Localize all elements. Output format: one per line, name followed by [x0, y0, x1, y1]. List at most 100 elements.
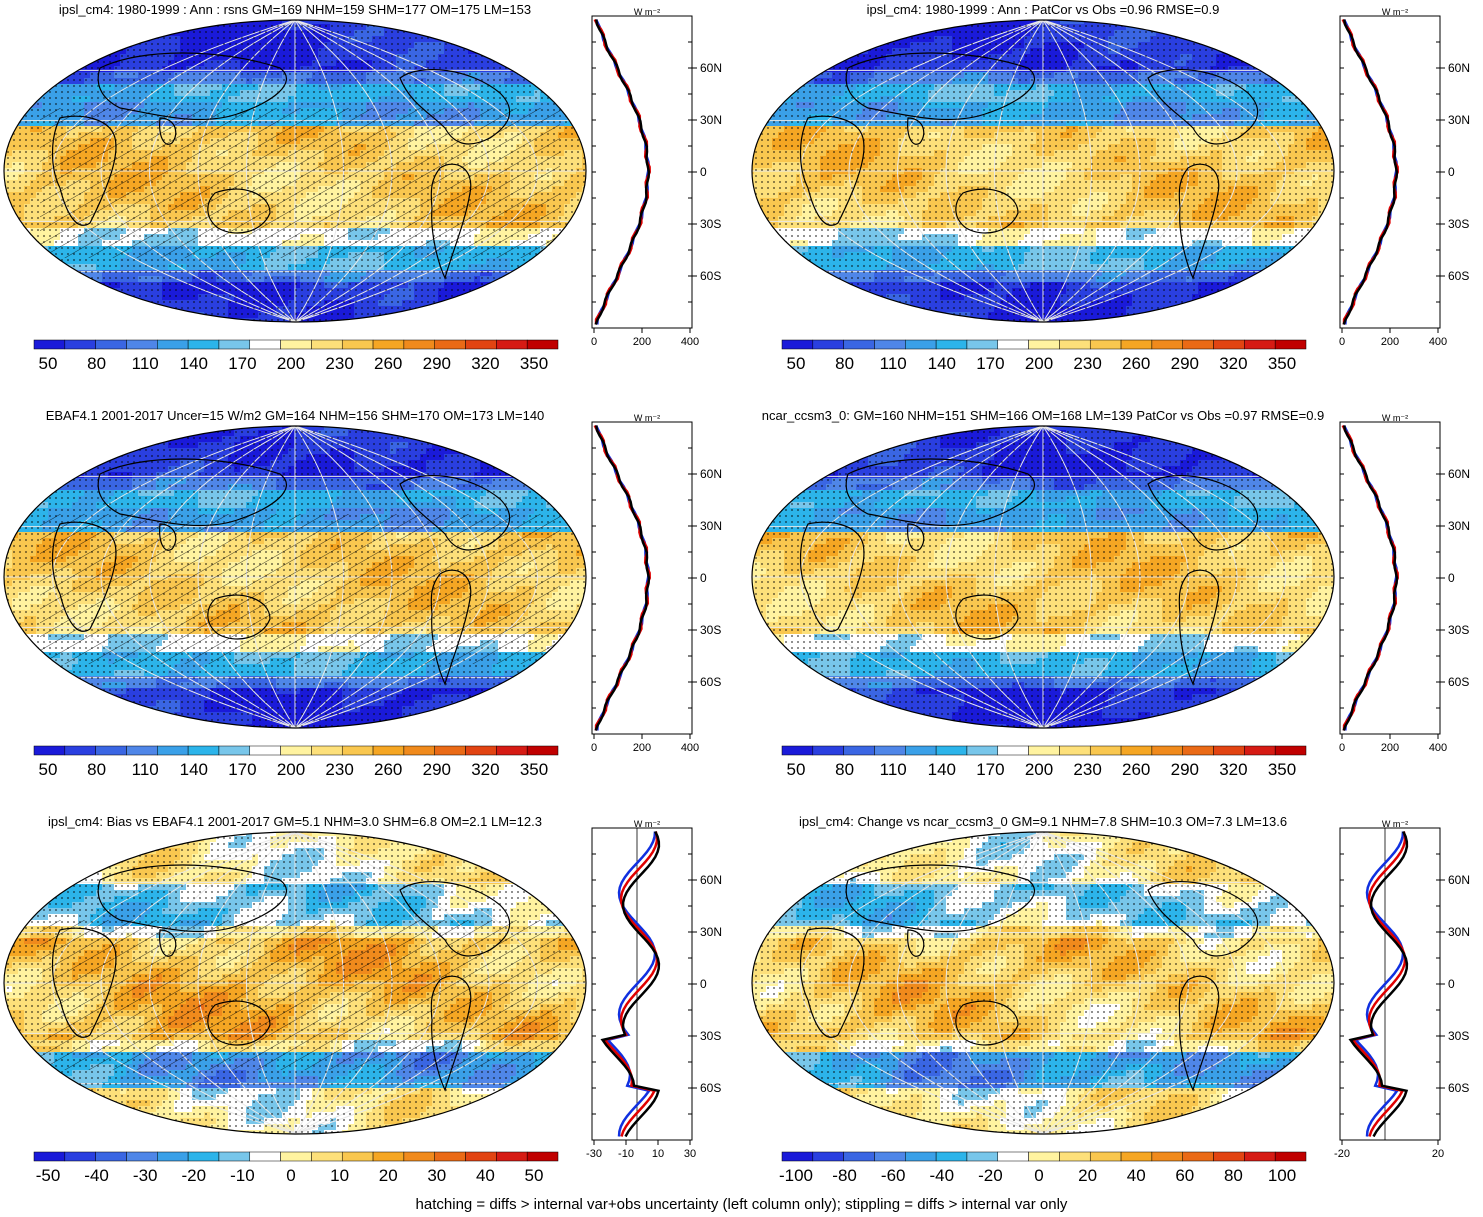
colorbar-swatch	[527, 746, 558, 755]
colorbar-swatch	[1059, 746, 1090, 755]
colorbar-swatch	[1183, 746, 1214, 755]
colorbar-label: -60	[881, 1166, 906, 1185]
colorbar-swatch	[905, 1152, 936, 1161]
colorbar-label: 200	[1025, 760, 1053, 779]
lat-label: 60N	[1448, 467, 1470, 481]
colorbar-swatch	[373, 1152, 404, 1161]
colorbar-swatch	[373, 746, 404, 755]
x-tick-label: 200	[1381, 336, 1399, 348]
panel-title: ncar_ccsm3_0: GM=160 NHM=151 SHM=166 OM=…	[748, 408, 1338, 423]
colorbar-swatch	[844, 340, 875, 349]
colorbar-swatch	[466, 340, 497, 349]
world-map	[748, 18, 1338, 330]
colorbar-label: 40	[1127, 1166, 1146, 1185]
colorbar-swatch	[1029, 340, 1060, 349]
colorbar-label: 200	[277, 760, 305, 779]
colorbar-label: 140	[180, 354, 208, 373]
x-tick-label: -20	[1334, 1148, 1350, 1160]
colorbar-label: 350	[520, 354, 548, 373]
panel-5: ipsl_cm4: Change vs ncar_ccsm3_0 GM=9.1 …	[748, 812, 1483, 1217]
panel-1: ipsl_cm4: 1980-1999 : Ann : PatCor vs Ob…	[748, 0, 1483, 405]
x-tick-label: -10	[618, 1148, 634, 1160]
colorbar-label: 80	[1224, 1166, 1243, 1185]
colorbar-swatch	[157, 1152, 188, 1161]
colorbar-swatch	[157, 746, 188, 755]
colorbar-swatch	[905, 746, 936, 755]
x-tick-label: 20	[1432, 1148, 1444, 1160]
lat-label: 60S	[1448, 269, 1469, 283]
colorbar-swatch	[219, 1152, 250, 1161]
colorbar-swatch	[527, 1152, 558, 1161]
colorbar-swatch	[967, 340, 998, 349]
colorbar-label: 320	[471, 354, 499, 373]
colorbar-swatch	[250, 340, 281, 349]
colorbar-swatch	[936, 340, 967, 349]
lat-label: 30S	[1448, 217, 1469, 231]
panel-title: ipsl_cm4: 1980-1999 : Ann : PatCor vs Ob…	[748, 2, 1338, 17]
colorbar-swatch	[782, 746, 813, 755]
colorbar-swatch	[250, 1152, 281, 1161]
zonal-frame	[1340, 16, 1440, 328]
zonal-frame	[592, 16, 692, 328]
x-tick-label: 200	[633, 742, 651, 754]
colorbar-swatch	[998, 340, 1029, 349]
colorbar-swatch	[34, 746, 65, 755]
colorbar-swatch	[1244, 1152, 1275, 1161]
zonal-frame	[592, 422, 692, 734]
colorbar-label: 80	[835, 760, 854, 779]
panel-3: ncar_ccsm3_0: GM=160 NHM=151 SHM=166 OM=…	[748, 406, 1483, 811]
world-map	[748, 830, 1338, 1142]
colorbar-label: -20	[978, 1166, 1003, 1185]
colorbar-swatch	[1183, 1152, 1214, 1161]
colorbar-label: 110	[132, 760, 159, 779]
colorbar-swatch	[1121, 340, 1152, 349]
colorbar-swatch	[813, 340, 844, 349]
colorbar-swatch	[188, 1152, 219, 1161]
colorbar-label: 200	[277, 354, 305, 373]
lat-label: 0	[700, 571, 707, 585]
colorbar-label: 60	[1175, 1166, 1194, 1185]
colorbar-label: 260	[374, 354, 402, 373]
colorbar-swatch	[65, 1152, 96, 1161]
colorbar-label: 200	[1025, 354, 1053, 373]
colorbar-label: 260	[1122, 760, 1150, 779]
x-tick-label: -30	[586, 1148, 602, 1160]
colorbar-label: 230	[1073, 760, 1101, 779]
world-map	[748, 424, 1338, 736]
zonal-unit: W m⁻²	[634, 819, 660, 829]
lat-label: 30S	[700, 623, 721, 637]
colorbar-label: 80	[87, 760, 106, 779]
colorbar-swatch	[1029, 1152, 1060, 1161]
hatching	[40, 920, 560, 1070]
colorbar-label: 140	[928, 760, 956, 779]
colorbar-swatch	[157, 340, 188, 349]
colorbar-swatch	[813, 1152, 844, 1161]
x-tick-label: 10	[652, 1148, 664, 1160]
colorbar-label: -80	[832, 1166, 857, 1185]
colorbar-label: 290	[423, 760, 451, 779]
lat-label: 30N	[700, 113, 722, 127]
world-map	[0, 830, 590, 1142]
lat-label: 30N	[1448, 925, 1470, 939]
colorbar-swatch	[1090, 746, 1121, 755]
colorbar-swatch	[404, 1152, 435, 1161]
colorbar-swatch	[813, 746, 844, 755]
colorbar-swatch	[1275, 1152, 1306, 1161]
x-tick-label: 400	[1429, 742, 1447, 754]
colorbar-label: 50	[787, 760, 806, 779]
zonal-unit: W m⁻²	[1382, 7, 1408, 17]
colorbar-swatch	[34, 1152, 65, 1161]
footer-note: hatching = diffs > internal var+obs unce…	[0, 1196, 1483, 1213]
colorbar-label: 350	[1268, 354, 1296, 373]
x-tick-label: 30	[684, 1148, 696, 1160]
panel-0: ipsl_cm4: 1980-1999 : Ann : rsns GM=169 …	[0, 0, 740, 405]
colorbar-label: 320	[471, 760, 499, 779]
colorbar-swatch	[435, 1152, 466, 1161]
colorbar-swatch	[782, 340, 813, 349]
colorbar-swatch	[281, 340, 312, 349]
